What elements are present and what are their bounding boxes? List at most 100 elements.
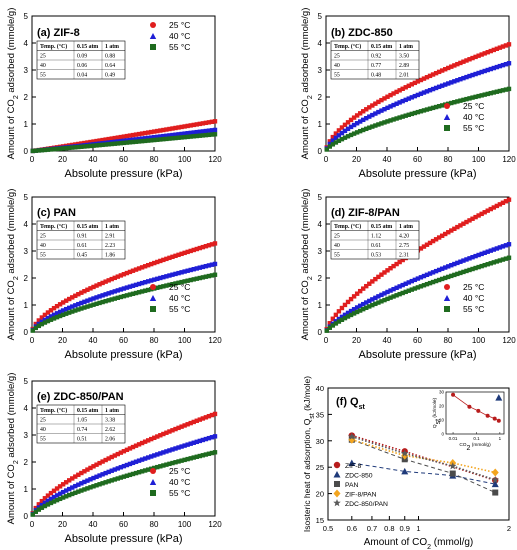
trend-line [351,462,496,485]
data-point [124,133,130,139]
data-point [403,113,408,118]
data-point [85,287,90,292]
x-tick-label: 20 [58,155,67,164]
data-point [79,306,84,311]
table-cell: 0.04 [77,73,87,79]
data-point [479,251,484,257]
data-point [51,305,57,311]
data-point [100,481,105,486]
data-point [327,321,332,326]
y-tick-label: 1 [24,301,29,310]
data-point [500,257,506,262]
data-point [443,82,448,87]
data-point [376,99,381,105]
data-point [60,312,66,318]
data-point [379,97,384,103]
data-point [354,291,360,296]
data-point [106,469,111,475]
table-header-cell: 0.15 atm [77,408,98,414]
data-point [161,450,166,455]
data-point [485,91,490,97]
data-point [491,47,497,53]
data-point [39,505,45,510]
data-point [36,502,42,507]
data-point [212,411,218,417]
x-tick-label: 100 [178,155,192,164]
data-point [330,142,336,147]
data-point [158,275,163,281]
legend-marker-triangle [443,114,451,120]
data-point [136,131,142,137]
table-cell: 40 [40,63,46,69]
data-point [103,457,108,463]
data-point [482,250,487,256]
data-point [173,446,178,451]
data-point [106,456,111,461]
data-point [164,136,169,142]
data-point [70,476,75,481]
table-cell: 55 [334,73,340,79]
table-cell: 2.31 [399,253,409,259]
table-cell: 0.49 [105,73,115,79]
data-point [439,276,445,282]
data-point [155,434,160,439]
data-point [155,134,160,140]
data-point [401,467,409,475]
data-point [118,273,124,278]
data-point [194,454,199,459]
data-point [57,484,63,489]
data-point [30,328,35,333]
data-point [127,446,133,451]
data-point [492,489,499,496]
panel-b: 0 20 40 60 80 100 120 0 1 2 3 4 5 Absolute pressure (… [300,8,516,180]
data-point [133,470,139,476]
legend-marker [333,499,341,507]
data-point [403,97,408,103]
table-cell: 55 [334,253,340,259]
data-point [458,270,463,276]
data-point [415,285,421,290]
data-point [182,423,187,428]
data-point [155,259,160,265]
panel-d: 0 20 40 60 80 100 120 0 1 2 3 4 5 Absolute pressure (… [300,189,516,361]
data-point [361,117,366,123]
data-point [54,146,60,152]
data-point [455,61,460,67]
data-point [94,138,99,144]
table-cell: 25 [334,54,340,60]
data-point [203,274,209,279]
data-point [76,472,81,477]
data-point [488,90,493,96]
data-point [418,275,424,280]
data-point [497,202,503,207]
data-point [470,216,475,221]
legend-label: 40 °C [463,112,484,122]
data-point [48,314,54,319]
data-point [121,286,127,291]
x-tick-label: 60 [413,336,422,345]
table-cell: 2.06 [105,437,115,443]
data-point [91,139,96,144]
data-point [164,127,169,132]
data-point [155,128,160,134]
data-point [342,302,348,308]
data-point [121,134,127,139]
data-point [391,286,396,292]
legend-marker-square [444,125,450,131]
data-point [455,224,460,230]
data-point [82,305,87,310]
data-point [473,253,478,259]
data-point [433,237,439,242]
data-point [449,64,454,69]
data-point [206,435,212,441]
y-tick-label: 4 [24,39,29,48]
data-point [354,309,360,315]
data-point [173,135,178,141]
data-point [503,256,509,261]
data-point [482,262,487,268]
data-point [57,309,63,315]
data-point [191,419,196,425]
data-point [173,460,178,465]
x-tick-label: 120 [208,520,222,529]
data-point [185,442,190,447]
